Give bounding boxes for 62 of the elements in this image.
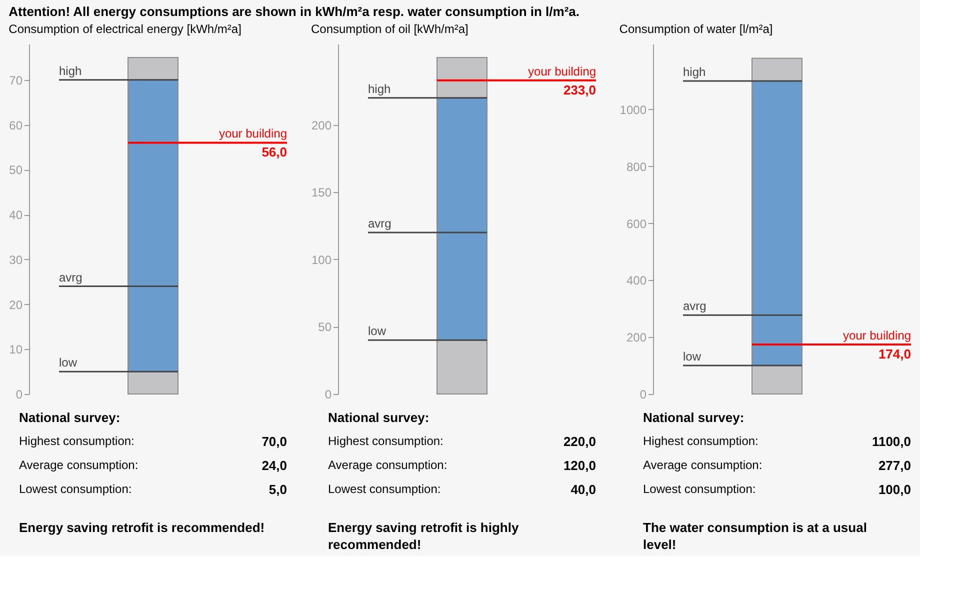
y-tick-label: 30 <box>9 252 23 267</box>
text: Energy saving retrofit is recommended! <box>19 520 265 535</box>
ref-line-label: your building <box>528 64 596 78</box>
y-tick-label: 200 <box>311 118 332 132</box>
y-tick-label: 60 <box>9 118 23 132</box>
y-tick-label: 0 <box>324 388 332 402</box>
y-tick-label: 0 <box>640 388 647 402</box>
y-tick-label: 40 <box>9 208 23 222</box>
text: Attention! All energy consumptions are shown in kWh/m²a resp. water consumption in l/m²a. <box>8 4 580 19</box>
chart-title: Consumption of oil [kWh/m²a] <box>310 22 468 36</box>
text: National survey: <box>19 410 120 425</box>
ref-line-label: low <box>683 350 702 364</box>
text: Lowest consumption: <box>643 482 756 496</box>
ref-line-label: avrg <box>59 270 82 284</box>
ref-line-label: high <box>59 64 82 78</box>
chart-title: Consumption of water [l/m²a] <box>619 22 773 36</box>
text: Lowest consumption: <box>328 482 441 496</box>
ref-line-label: high <box>368 82 391 96</box>
y-tick-label: 70 <box>9 73 23 88</box>
text: 24,0 <box>262 458 287 473</box>
text: 120,0 <box>563 458 596 473</box>
ref-line-label: low <box>368 324 386 338</box>
text: Energy saving retrofit is highly recommended! <box>328 520 520 552</box>
y-tick-label: 400 <box>626 274 647 288</box>
text: 40,0 <box>570 482 596 497</box>
text: Lowest consumption: <box>19 482 132 496</box>
text: 70,0 <box>262 434 287 449</box>
y-tick-label: 20 <box>9 298 23 312</box>
ref-line-label: low <box>59 356 78 370</box>
text: Highest consumption: <box>643 434 758 448</box>
annotation: 233,0 <box>563 82 596 98</box>
text: Average consumption: <box>19 458 138 472</box>
ref-line-label: avrg <box>683 299 706 314</box>
y-tick-label: 200 <box>626 330 647 345</box>
y-tick-label: 1000 <box>620 102 647 117</box>
text: 5,0 <box>268 482 287 497</box>
y-tick-label: 50 <box>9 163 23 178</box>
ref-line-label: avrg <box>368 216 392 230</box>
ref-line-label: your building <box>842 328 911 342</box>
text: Highest consumption: <box>328 434 444 448</box>
y-tick-label: 800 <box>626 160 647 174</box>
y-tick-label: 600 <box>626 216 647 231</box>
text: Average consumption: <box>643 458 762 472</box>
text: 1100,0 <box>872 434 911 449</box>
annotation: 174,0 <box>878 346 911 362</box>
text: 220,0 <box>563 434 596 449</box>
y-tick-label: 50 <box>318 320 332 334</box>
text: 100,0 <box>878 482 911 497</box>
annotation: 56,0 <box>262 144 287 160</box>
text: Highest consumption: <box>19 434 134 448</box>
text: 277,0 <box>878 458 911 473</box>
y-tick-label: 0 <box>16 388 23 402</box>
text: The water consumption is at a usual level! <box>643 520 867 552</box>
text: National survey: <box>643 410 744 425</box>
text: Average consumption: <box>328 458 448 472</box>
ref-line-label: your building <box>218 126 287 141</box>
y-tick-label: 100 <box>311 252 332 267</box>
ref-line-label: high <box>683 64 706 79</box>
text: National survey: <box>328 410 430 425</box>
y-tick-label: 150 <box>311 186 332 200</box>
y-tick-label: 10 <box>9 342 23 357</box>
chart-title: Consumption of electrical energy [kWh/m²a] <box>8 22 242 36</box>
